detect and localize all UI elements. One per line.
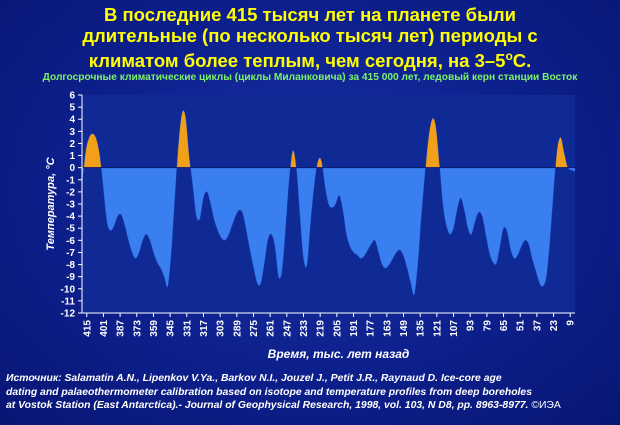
y-tick-label: -7: [66, 248, 75, 259]
x-axis-ticks: 415 401 387 373 359 345 331 317 303 289 275 261 247 2…: [82, 313, 576, 337]
x-tick-label: 37: [532, 320, 543, 332]
x-tick-label: 191: [349, 320, 360, 337]
y-tick-label: 4: [69, 115, 75, 126]
x-tick-label: 303: [216, 320, 227, 337]
x-tick-label: 205: [332, 320, 343, 337]
x-tick-label: 331: [182, 320, 193, 337]
x-tick-label: 93: [466, 320, 477, 332]
y-tick-label: 1: [69, 151, 75, 162]
y-tick-label: -12: [61, 309, 76, 320]
x-tick-label: 387: [116, 320, 127, 337]
x-tick-label: 23: [549, 320, 560, 332]
source-citation: Источник: Salamatin A.N., Lipenkov V.Ya.…: [6, 372, 614, 413]
x-tick-label: 359: [149, 320, 160, 337]
y-tick-label: -9: [66, 272, 75, 283]
y-axis-label: Температура, °С: [45, 156, 57, 250]
x-tick-label: 261: [266, 320, 277, 337]
x-tick-label: 345: [166, 320, 177, 337]
y-tick-label: -1: [66, 175, 75, 186]
x-tick-label: 135: [416, 320, 427, 337]
x-tick-label: 289: [232, 320, 243, 337]
x-tick-label: 51: [516, 320, 527, 332]
source-line-1: Источник: Salamatin A.N., Lipenkov V.Ya.…: [6, 373, 502, 384]
x-tick-label: 219: [316, 320, 327, 337]
source-line-2: dating and palaeothermometer calibration…: [6, 387, 532, 398]
source-line-3: at Vostok Station (East Antarctica).- Jo…: [6, 400, 528, 411]
y-tick-label: -11: [61, 296, 75, 307]
x-tick-label: 65: [499, 320, 510, 332]
x-tick-label: 415: [82, 320, 93, 337]
x-tick-label: 79: [482, 320, 493, 332]
y-tick-label: 2: [69, 139, 75, 150]
y-tick-label: 5: [69, 103, 75, 114]
y-tick-label: 6: [69, 91, 75, 102]
y-tick-label: -3: [66, 200, 75, 211]
x-tick-label: 9: [566, 320, 577, 326]
x-axis-label: Время, тыс. лет назад: [268, 347, 410, 361]
x-tick-label: 163: [382, 320, 393, 337]
y-tick-label: -5: [66, 224, 75, 235]
y-tick-label: -8: [66, 260, 75, 271]
y-tick-label: 0: [69, 163, 75, 174]
y-tick-label: -2: [66, 187, 75, 198]
x-tick-label: 317: [199, 320, 210, 337]
x-tick-label: 247: [282, 320, 293, 337]
y-tick-label: -4: [66, 212, 75, 223]
x-tick-label: 373: [132, 320, 143, 337]
y-tick-label: 3: [69, 127, 75, 138]
x-tick-label: 107: [449, 320, 460, 337]
x-tick-label: 401: [99, 320, 110, 337]
y-tick-label: -10: [61, 284, 76, 295]
x-tick-label: 121: [432, 320, 443, 337]
y-tick-label: -6: [66, 236, 75, 247]
copyright-mark: ©ИЭА: [531, 400, 561, 411]
x-tick-label: 233: [299, 320, 310, 337]
x-tick-label: 275: [249, 320, 260, 337]
x-tick-label: 149: [399, 320, 410, 337]
x-tick-label: 177: [366, 320, 377, 337]
